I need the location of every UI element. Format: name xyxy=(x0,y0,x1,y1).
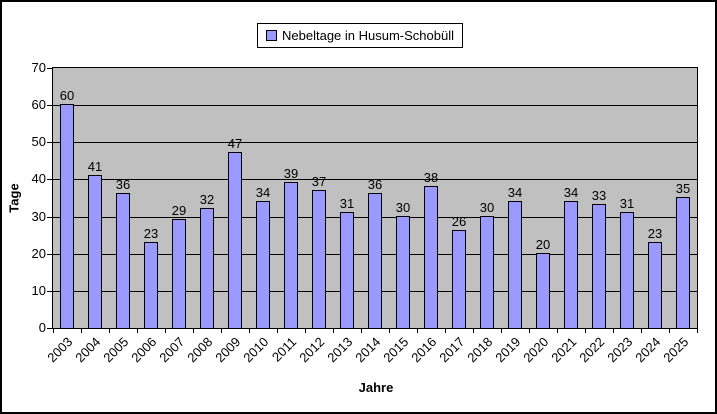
bar-2023 xyxy=(620,212,634,328)
x-tick-mark-0 xyxy=(53,329,54,333)
y-tick-mark-20 xyxy=(47,254,52,255)
y-tick-label-20: 20 xyxy=(31,246,46,261)
bar-2003 xyxy=(60,104,74,328)
y-tick-label-10: 10 xyxy=(31,283,46,298)
data-label-2021: 34 xyxy=(563,185,579,200)
data-label-2011: 39 xyxy=(283,166,299,181)
x-tick-mark-22 xyxy=(669,329,670,333)
bar-2024 xyxy=(648,242,662,328)
x-tick-mark-16 xyxy=(501,329,502,333)
x-tick-mark-14 xyxy=(445,329,446,333)
bar-2012 xyxy=(312,190,326,328)
bar-2005 xyxy=(116,193,130,328)
y-tick-label-60: 60 xyxy=(31,97,46,112)
bar-2021 xyxy=(564,201,578,328)
data-label-2007: 29 xyxy=(171,203,187,218)
bar-2016 xyxy=(424,186,438,328)
x-tick-mark-4 xyxy=(165,329,166,333)
bar-2009 xyxy=(228,152,242,328)
x-tick-mark-13 xyxy=(417,329,418,333)
gridline-y60 xyxy=(53,105,697,106)
bar-2015 xyxy=(396,216,410,328)
bar-2011 xyxy=(284,182,298,328)
x-axis-title: Jahre xyxy=(358,380,394,395)
data-label-2006: 23 xyxy=(143,226,159,241)
data-label-2025: 35 xyxy=(675,181,691,196)
data-label-2015: 30 xyxy=(395,200,411,215)
x-tick-mark-6 xyxy=(221,329,222,333)
legend-series-label: Nebeltage in Husum-Schobüll xyxy=(282,28,454,43)
x-tick-mark-1 xyxy=(81,329,82,333)
bar-2010 xyxy=(256,201,270,328)
bar-2019 xyxy=(508,201,522,328)
x-tick-mark-21 xyxy=(641,329,642,333)
x-tick-mark-18 xyxy=(557,329,558,333)
plot-area: 60 41 36 23 29 32 47 34 39 37 31 36 30 38 26 30 34 20 34 33… xyxy=(52,67,698,329)
data-label-2008: 32 xyxy=(199,192,215,207)
legend-series-swatch-icon xyxy=(266,30,278,41)
bar-2008 xyxy=(200,208,214,328)
data-label-2009: 47 xyxy=(227,136,243,151)
x-tick-mark-19 xyxy=(585,329,586,333)
data-label-2018: 30 xyxy=(479,200,495,215)
x-tick-mark-7 xyxy=(249,329,250,333)
data-label-2023: 31 xyxy=(619,196,635,211)
y-tick-mark-60 xyxy=(47,105,52,106)
bar-2025 xyxy=(676,197,690,328)
y-tick-label-40: 40 xyxy=(31,171,46,186)
bar-2006 xyxy=(144,242,158,328)
x-tick-mark-23 xyxy=(697,329,698,333)
gridline-y50 xyxy=(53,142,697,143)
data-label-2013: 31 xyxy=(339,196,355,211)
data-label-2004: 41 xyxy=(87,159,103,174)
y-tick-label-70: 70 xyxy=(31,60,46,75)
y-tick-mark-30 xyxy=(47,217,52,218)
x-tick-mark-10 xyxy=(333,329,334,333)
data-label-2005: 36 xyxy=(115,177,131,192)
y-tick-label-50: 50 xyxy=(31,134,46,149)
data-label-2012: 37 xyxy=(311,174,327,189)
bar-2020 xyxy=(536,253,550,328)
y-tick-mark-40 xyxy=(47,179,52,180)
x-tick-mark-5 xyxy=(193,329,194,333)
data-label-2022: 33 xyxy=(591,188,607,203)
y-tick-label-30: 30 xyxy=(31,209,46,224)
data-label-2014: 36 xyxy=(367,177,383,192)
y-tick-mark-50 xyxy=(47,142,52,143)
bar-2007 xyxy=(172,219,186,328)
x-tick-mark-9 xyxy=(305,329,306,333)
x-tick-mark-11 xyxy=(361,329,362,333)
bar-2014 xyxy=(368,193,382,328)
data-label-2019: 34 xyxy=(507,185,523,200)
x-tick-mark-3 xyxy=(137,329,138,333)
data-label-2020: 20 xyxy=(535,237,551,252)
legend: Nebeltage in Husum-Schobüll xyxy=(257,23,463,48)
x-tick-mark-17 xyxy=(529,329,530,333)
data-label-2016: 38 xyxy=(423,170,439,185)
bar-2013 xyxy=(340,212,354,328)
data-label-2024: 23 xyxy=(647,226,663,241)
data-label-2003: 60 xyxy=(59,88,75,103)
y-tick-label-0: 0 xyxy=(38,320,46,335)
y-tick-mark-70 xyxy=(47,68,52,69)
bar-2018 xyxy=(480,216,494,328)
y-tick-mark-10 xyxy=(47,291,52,292)
y-axis-title: Tage xyxy=(6,183,22,213)
data-label-2017: 26 xyxy=(451,214,467,229)
y-tick-mark-0 xyxy=(47,328,52,329)
x-tick-mark-12 xyxy=(389,329,390,333)
gridline-y40 xyxy=(53,179,697,180)
data-label-2010: 34 xyxy=(255,185,271,200)
x-tick-mark-20 xyxy=(613,329,614,333)
bar-2022 xyxy=(592,204,606,328)
x-tick-mark-8 xyxy=(277,329,278,333)
x-tick-mark-15 xyxy=(473,329,474,333)
bar-2017 xyxy=(452,230,466,328)
bar-2004 xyxy=(88,175,102,328)
x-tick-mark-2 xyxy=(109,329,110,333)
